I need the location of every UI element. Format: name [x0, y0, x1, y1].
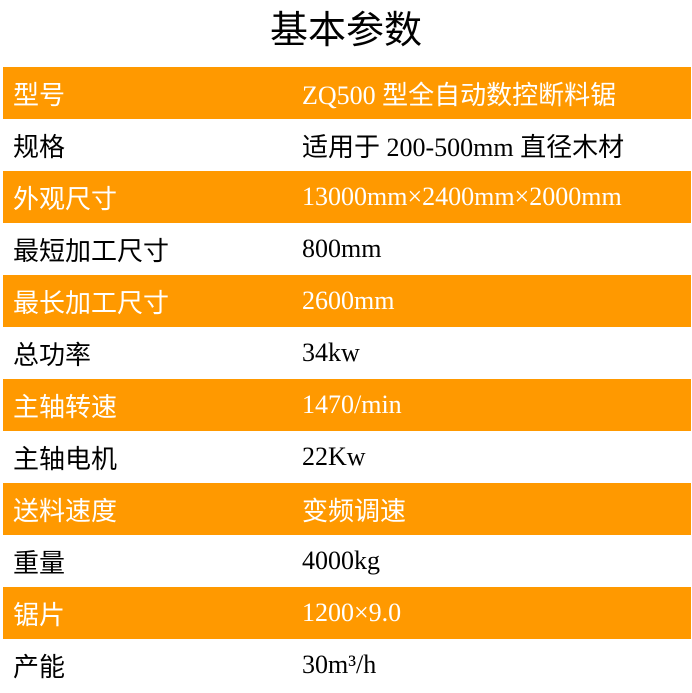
table-row: 主轴电机 22Kw: [3, 431, 691, 483]
spec-label: 型号: [13, 80, 66, 110]
spec-label: 最短加工尺寸: [13, 236, 170, 266]
table-row: 总功率 34kw: [3, 327, 691, 379]
table-row: 最长加工尺寸 2600mm: [3, 275, 691, 327]
table-row: 最短加工尺寸 800mm: [3, 223, 691, 275]
table-row: 型号 ZQ500 型全自动数控断料锯: [3, 67, 691, 119]
table-row: 外观尺寸 13000mm×2400mm×2000mm: [3, 171, 691, 223]
spec-label: 产能: [13, 652, 66, 682]
spec-label: 锯片: [13, 600, 66, 630]
spec-value: 34kw: [302, 338, 360, 367]
spec-value: 4000kg: [302, 546, 380, 575]
table-row: 主轴转速 1470/min: [3, 379, 691, 431]
spec-value: 800mm: [302, 234, 382, 263]
spec-value: 变频调速: [302, 496, 407, 526]
spec-value: 1200×9.0: [302, 598, 402, 627]
spec-value: 22Kw: [302, 442, 366, 471]
table-row: 规格 适用于 200-500mm 直径木材: [3, 119, 691, 171]
spec-label: 总功率: [13, 340, 92, 370]
spec-value: ZQ500 型全自动数控断料锯: [302, 80, 617, 110]
table-row: 锯片 1200×9.0: [3, 587, 691, 639]
spec-label: 送料速度: [13, 496, 118, 526]
spec-label: 主轴转速: [13, 392, 118, 422]
table-row: 产能 30m³/h: [3, 639, 691, 691]
spec-value: 2600mm: [302, 286, 395, 315]
spec-value: 30m³/h: [302, 650, 377, 679]
spec-label: 重量: [13, 548, 66, 578]
spec-table: 型号 ZQ500 型全自动数控断料锯规格 适用于 200-500mm 直径木材外观尺…: [3, 67, 691, 691]
spec-label: 主轴电机: [13, 444, 118, 474]
table-row: 送料速度 变频调速: [3, 483, 691, 535]
page-title: 基本参数: [269, 10, 422, 52]
spec-value: 13000mm×2400mm×2000mm: [302, 182, 622, 211]
spec-value: 1470/min: [302, 390, 402, 419]
spec-label: 外观尺寸: [13, 184, 118, 214]
table-row: 重量 4000kg: [3, 535, 691, 587]
spec-value: 适用于 200-500mm 直径木材: [302, 132, 625, 162]
spec-label: 最长加工尺寸: [13, 288, 170, 318]
spec-label: 规格: [13, 132, 66, 162]
